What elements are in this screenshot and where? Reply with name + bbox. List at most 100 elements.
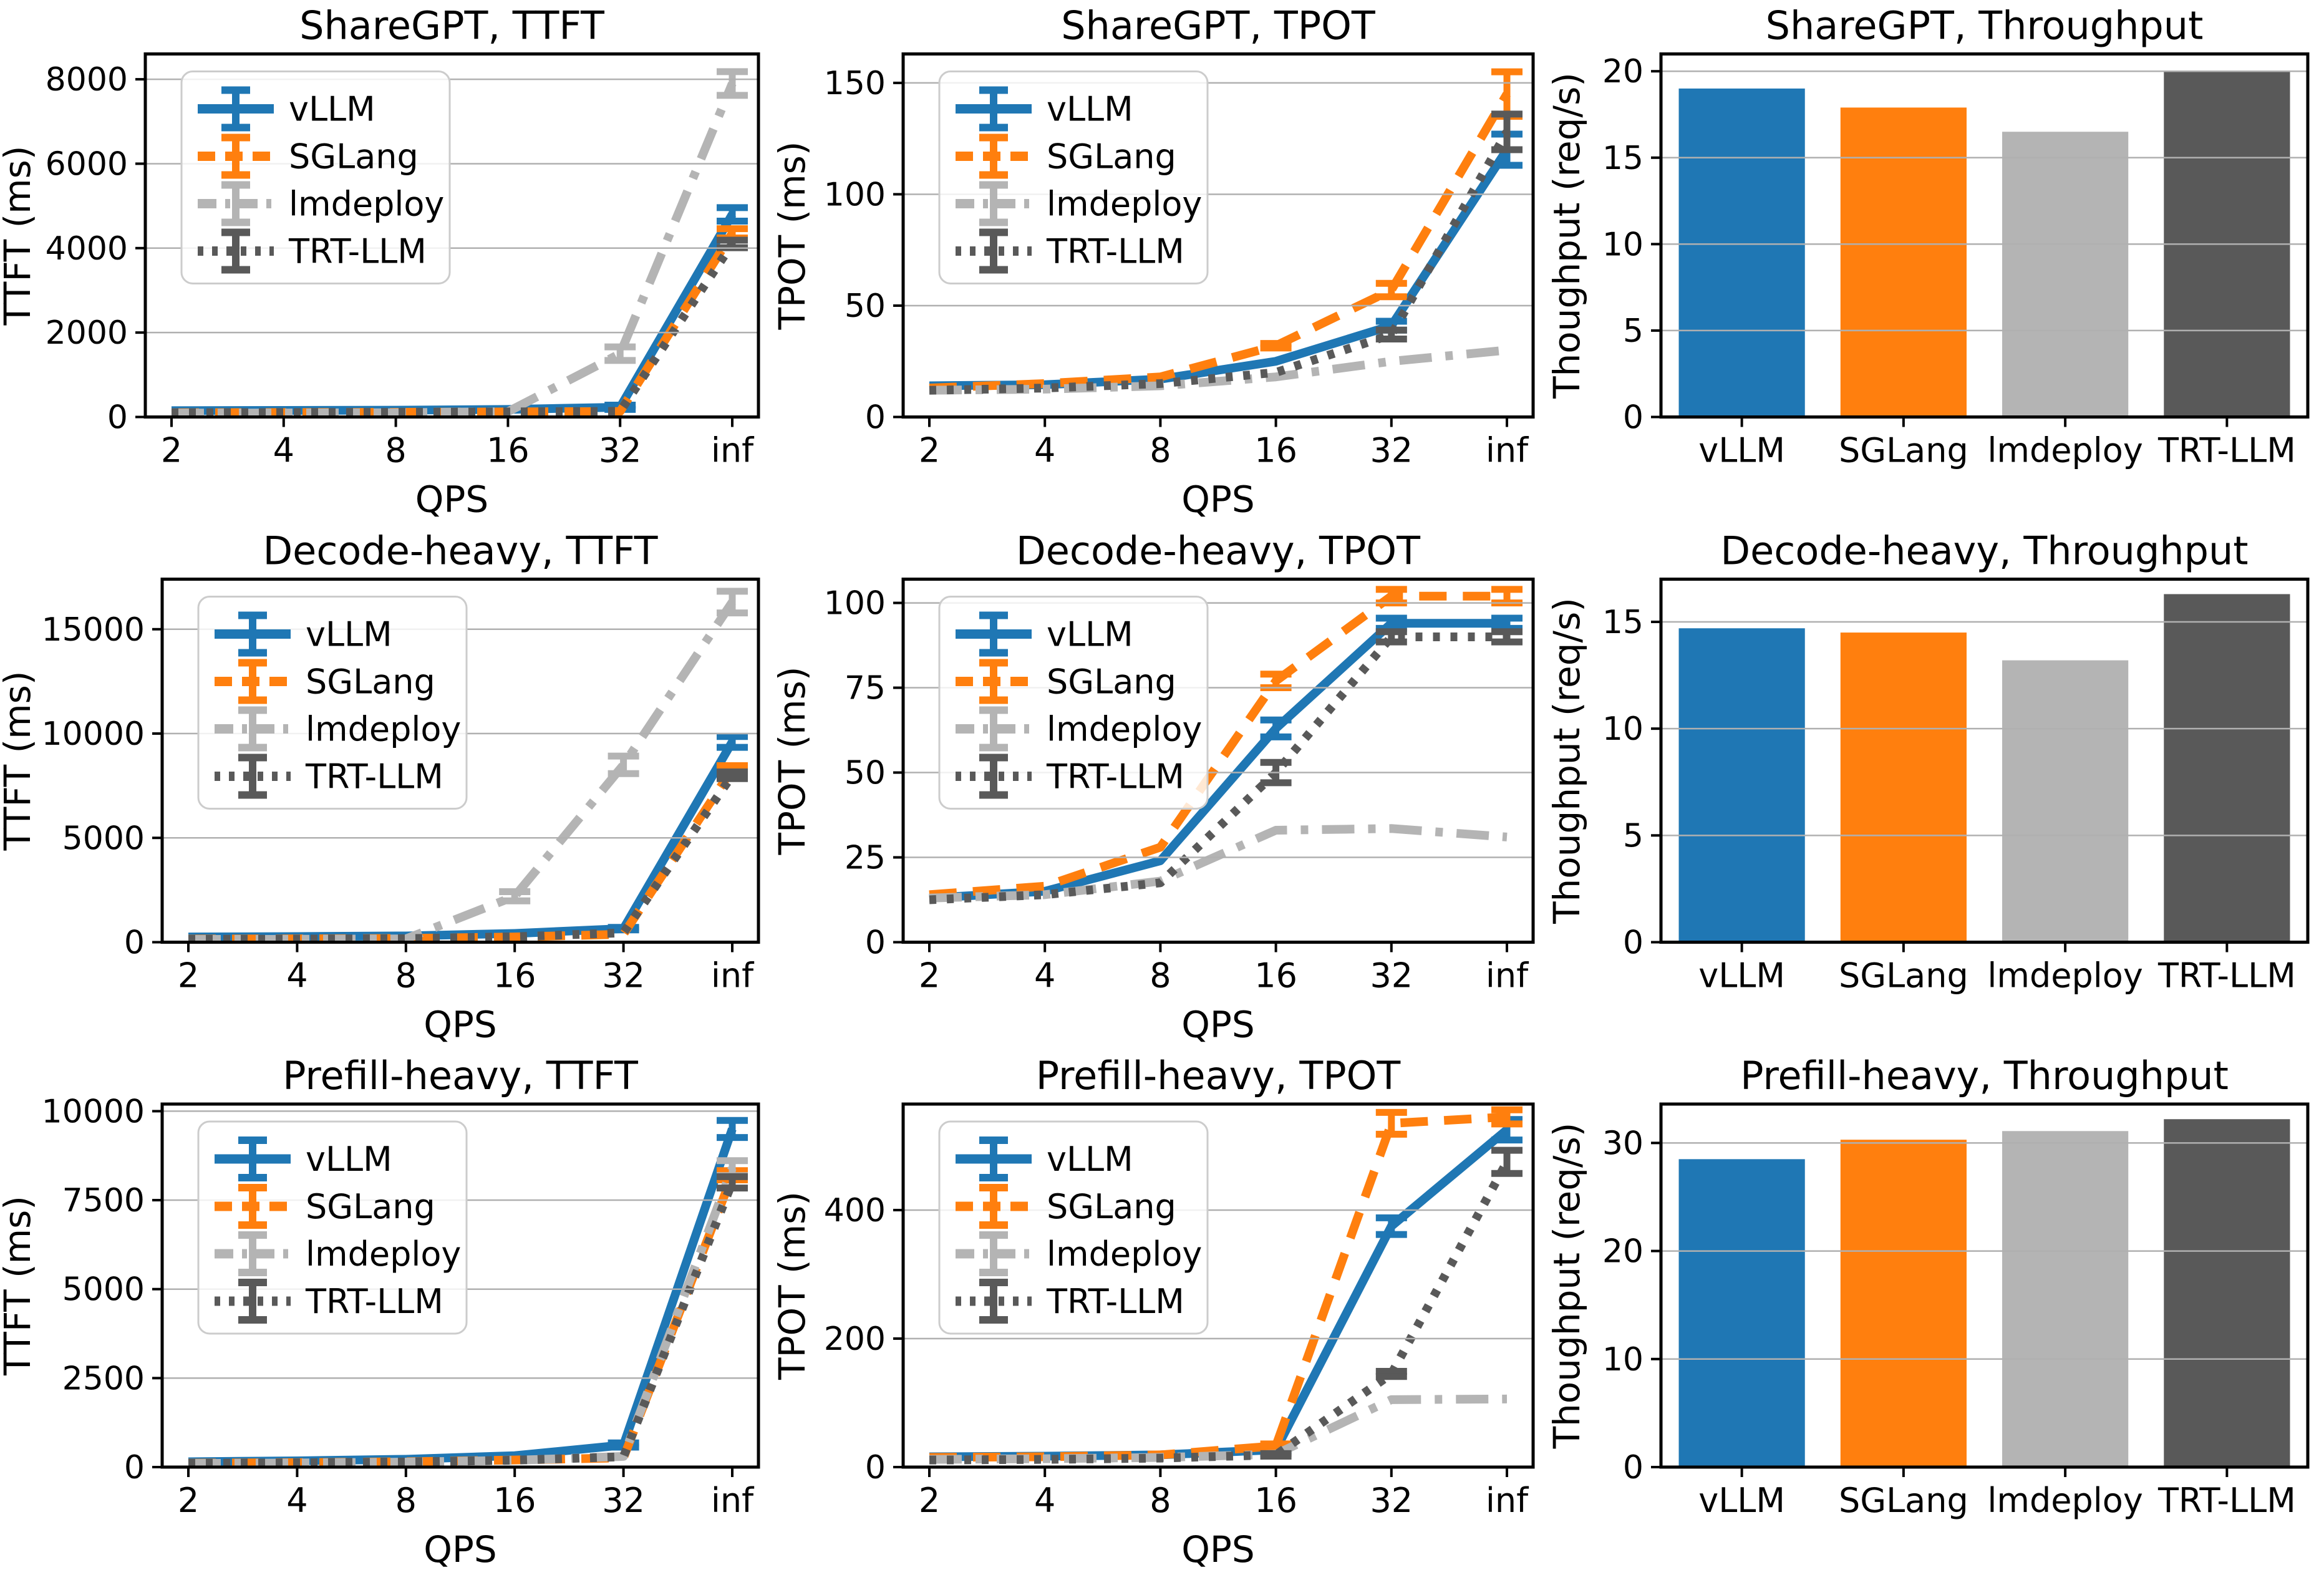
line-sglang: [929, 92, 1511, 393]
legend-label-sglang: SGLang: [306, 662, 435, 702]
bar-lmdeploy: [2002, 660, 2129, 943]
y-tick-label: 5: [1623, 313, 1644, 350]
chart-prefill-heavy-tpot: 0 200 400 Prefill-heavy, TPOT TPOT (ms) 2 4 8 16…: [771, 1050, 1549, 1575]
x-tick-label: inf: [1486, 1481, 1529, 1520]
y-tick-label: 0: [107, 399, 128, 437]
legend-item-trt-llm: TRT-LLM: [215, 754, 443, 799]
legend-item-sglang: SGLang: [956, 1184, 1176, 1229]
chart-sharegpt-tpot: 0 50 100 150 ShareGPT, TPOT TPOT (ms) 2 4 8 16 32 i…: [771, 0, 1549, 525]
legend-item-trt-llm: TRT-LLM: [215, 1279, 443, 1324]
legend-item-vllm: vLLM: [956, 86, 1133, 132]
chart-title: Prefill-heavy, Throughput: [1740, 1053, 2229, 1098]
x-tick-label: 16: [1254, 431, 1297, 470]
y-axis-label: TPOT (ms): [771, 142, 813, 331]
y-tick-label: 25: [845, 840, 886, 877]
x-tick-label: vLLM: [1698, 1481, 1785, 1520]
bar-sglang: [1840, 107, 1967, 417]
x-tick-label: 8: [1150, 1481, 1171, 1520]
line-trt-llm: [171, 241, 736, 417]
bar-vllm: [1678, 628, 1805, 943]
y-tick-label: 7500: [62, 1182, 145, 1219]
y-tick-label: 0: [124, 924, 145, 962]
y-tick-label: 150: [824, 65, 886, 102]
chart-prefill-heavy-ttft-canvas: 0 2500 5000 7500 10000 Prefill-heavy, TTFT TTF…: [0, 1053, 760, 1571]
legend-item-trt-llm: TRT-LLM: [956, 754, 1184, 799]
y-tick-label: 0: [865, 924, 886, 962]
chart-prefill-heavy-tpot-canvas: 0 200 400 Prefill-heavy, TPOT TPOT (ms) 2 4 8 16…: [771, 1053, 1535, 1571]
bar-trt-llm: [2164, 1119, 2290, 1467]
x-tick-label: 4: [286, 1481, 307, 1520]
legend-label-trt-llm: TRT-LLM: [1046, 232, 1184, 271]
y-tick-label: 0: [865, 399, 886, 437]
legend-item-vllm: vLLM: [956, 611, 1133, 657]
x-tick-label: SGLang: [1839, 431, 1968, 470]
y-tick-label: 0: [124, 1449, 145, 1486]
legend-label-lmdeploy: lmdeploy: [1047, 185, 1202, 224]
bar-vllm: [1678, 88, 1805, 417]
x-tick-label: inf: [711, 431, 755, 470]
plot-frame: [901, 1102, 1535, 1469]
legend-item-trt-llm: TRT-LLM: [956, 228, 1184, 274]
chart-title: Prefill-heavy, TTFT: [283, 1053, 639, 1098]
x-tick-label: 32: [1370, 956, 1413, 996]
y-tick-label: 5: [1623, 817, 1644, 855]
legend-item-vllm: vLLM: [198, 86, 375, 132]
x-tick-label: SGLang: [1839, 956, 1968, 996]
x-tick-label: 2: [178, 956, 199, 996]
chart-decode-heavy-throughput-canvas: 0 5 10 15 Decode-heavy, Throughput Thoughput …: [1546, 528, 2310, 996]
x-tick-label: 16: [493, 956, 536, 996]
y-tick-label: 15000: [42, 611, 145, 649]
y-tick-label: 8000: [46, 61, 128, 99]
legend-label-vllm: vLLM: [306, 615, 392, 654]
y-tick-label: 6000: [46, 145, 128, 183]
x-axis-label: QPS: [424, 1004, 496, 1046]
legend-item-vllm: vLLM: [215, 611, 392, 657]
y-tick-label: 10: [1602, 226, 1644, 263]
x-tick-label: 16: [1254, 1481, 1297, 1520]
y-tick-label: 30: [1602, 1125, 1644, 1162]
legend-item-sglang: SGLang: [215, 659, 435, 704]
x-tick-label: inf: [711, 1481, 755, 1520]
legend-item-vllm: vLLM: [956, 1136, 1133, 1181]
y-axis-label: Thoughput (req/s): [1546, 72, 1588, 399]
legend-item-lmdeploy: lmdeploy: [956, 181, 1202, 226]
legend: vLLM SGLang lmdeploy TRT-LLM: [197, 1120, 468, 1335]
chart-sharegpt-ttft-canvas: 0 2000 4000 6000 8000 ShareGPT, TTFT TTFT (ms)…: [0, 3, 760, 521]
legend: vLLM SGLang lmdeploy TRT-LLM: [180, 70, 451, 284]
legend-label-trt-llm: TRT-LLM: [1046, 757, 1184, 797]
plot-frame: [160, 578, 760, 944]
chart-decode-heavy-tpot-canvas: 0 25 50 75 100 Decode-heavy, TPOT TPOT (ms) 2 4 8…: [771, 528, 1535, 1046]
line-lmdeploy: [929, 824, 1508, 903]
x-tick-label: 32: [1370, 431, 1413, 470]
x-tick-label: vLLM: [1698, 956, 1785, 996]
x-tick-label: 32: [602, 1481, 645, 1520]
legend-item-lmdeploy: lmdeploy: [198, 181, 444, 226]
legend-label-lmdeploy: lmdeploy: [289, 185, 444, 224]
legend-item-sglang: SGLang: [198, 133, 419, 179]
y-tick-label: 10: [1602, 1341, 1644, 1379]
x-tick-label: 16: [1254, 956, 1297, 996]
plot-frame: [901, 578, 1535, 944]
legend-item-lmdeploy: lmdeploy: [956, 706, 1202, 752]
y-tick-label: 0: [1623, 1449, 1644, 1486]
x-tick-label: TRT-LLM: [2157, 956, 2296, 996]
x-axis-label: QPS: [1181, 1528, 1254, 1571]
x-tick-label: lmdeploy: [1987, 1481, 2142, 1520]
x-tick-label: 8: [1150, 956, 1171, 996]
y-tick-label: 75: [845, 670, 886, 707]
legend-item-trt-llm: TRT-LLM: [956, 1279, 1184, 1324]
y-axis-label: TTFT (ms): [0, 145, 39, 326]
chart-title: Decode-heavy, TTFT: [263, 528, 658, 574]
chart-sharegpt-tpot-canvas: 0 50 100 150 ShareGPT, TPOT TPOT (ms) 2 4 8 16 32 i…: [771, 3, 1535, 521]
x-tick-label: 8: [1150, 431, 1171, 470]
y-tick-label: 20: [1602, 53, 1644, 90]
line-trt-llm: [188, 1180, 737, 1468]
x-tick-label: 32: [599, 431, 642, 470]
plot-frame: [901, 52, 1535, 419]
chart-decode-heavy-throughput: 0 5 10 15 Decode-heavy, Throughput Thoughput …: [1546, 525, 2324, 1050]
chart-decode-heavy-ttft-canvas: 0 5000 10000 15000 Decode-heavy, TTFT TTFT (m…: [0, 528, 760, 1046]
bar-sglang: [1840, 1140, 1967, 1467]
bar-vllm: [1678, 1159, 1805, 1467]
x-tick-label: lmdeploy: [1987, 956, 2142, 996]
